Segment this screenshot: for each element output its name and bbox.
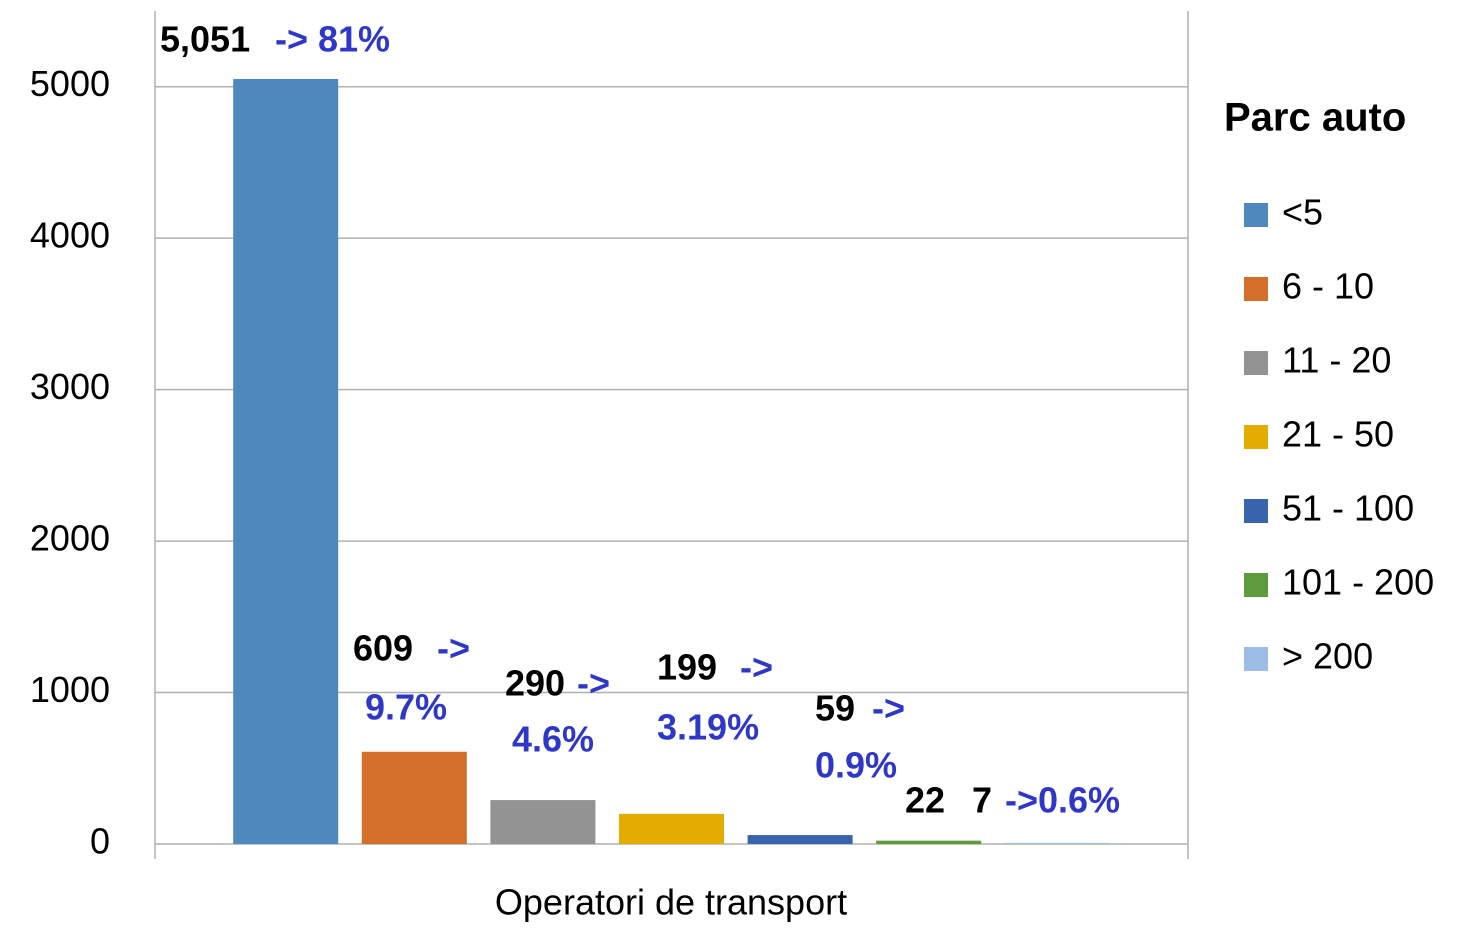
annotation: 9.7% [365, 687, 447, 728]
x-axis-label: Operatori de transport [495, 882, 847, 923]
data-label: 22 [905, 780, 945, 821]
legend-swatch [1244, 425, 1268, 449]
annotation: -> [740, 647, 773, 688]
legend-label: 6 - 10 [1282, 266, 1374, 307]
bar [1004, 842, 1110, 844]
annotation: -> [872, 688, 905, 729]
legend-label: 11 - 20 [1282, 340, 1391, 381]
legend-label: 21 - 50 [1282, 414, 1394, 455]
bar [876, 840, 982, 844]
data-label: 7 [972, 780, 992, 821]
data-label: 290 [505, 663, 565, 704]
data-label: 5,051 [160, 19, 250, 60]
y-tick-label: 4000 [30, 215, 110, 256]
y-tick-label: 3000 [30, 366, 110, 407]
annotation: 0.9% [815, 745, 897, 786]
legend-label: 101 - 200 [1282, 562, 1434, 603]
annotation: ->0.6% [1005, 780, 1120, 821]
annotation: -> [577, 663, 610, 704]
annotation: 3.19% [657, 707, 759, 748]
legend-swatch [1244, 647, 1268, 671]
data-label: 199 [657, 647, 717, 688]
legend-label: 51 - 100 [1282, 488, 1414, 529]
bar [747, 835, 853, 844]
legend-swatch [1244, 499, 1268, 523]
annotation: -> 81% [275, 19, 390, 60]
bar [233, 79, 339, 844]
y-tick-label: 2000 [30, 518, 110, 559]
legend-label: > 200 [1282, 636, 1373, 677]
data-label: 609 [353, 628, 413, 669]
legend-swatch [1244, 573, 1268, 597]
annotation: 4.6% [512, 719, 594, 760]
legend-title: Parc auto [1224, 96, 1406, 140]
bar [619, 813, 724, 844]
bar [490, 800, 596, 844]
bar [361, 751, 467, 844]
legend-label: <5 [1282, 192, 1323, 233]
legend-swatch [1244, 203, 1268, 227]
data-label: 59 [815, 688, 855, 729]
y-tick-label: 1000 [30, 669, 110, 710]
y-tick-label: 5000 [30, 63, 110, 104]
annotation: -> [437, 628, 470, 669]
y-tick-label: 0 [90, 821, 110, 862]
legend-swatch [1244, 351, 1268, 375]
legend-swatch [1244, 277, 1268, 301]
